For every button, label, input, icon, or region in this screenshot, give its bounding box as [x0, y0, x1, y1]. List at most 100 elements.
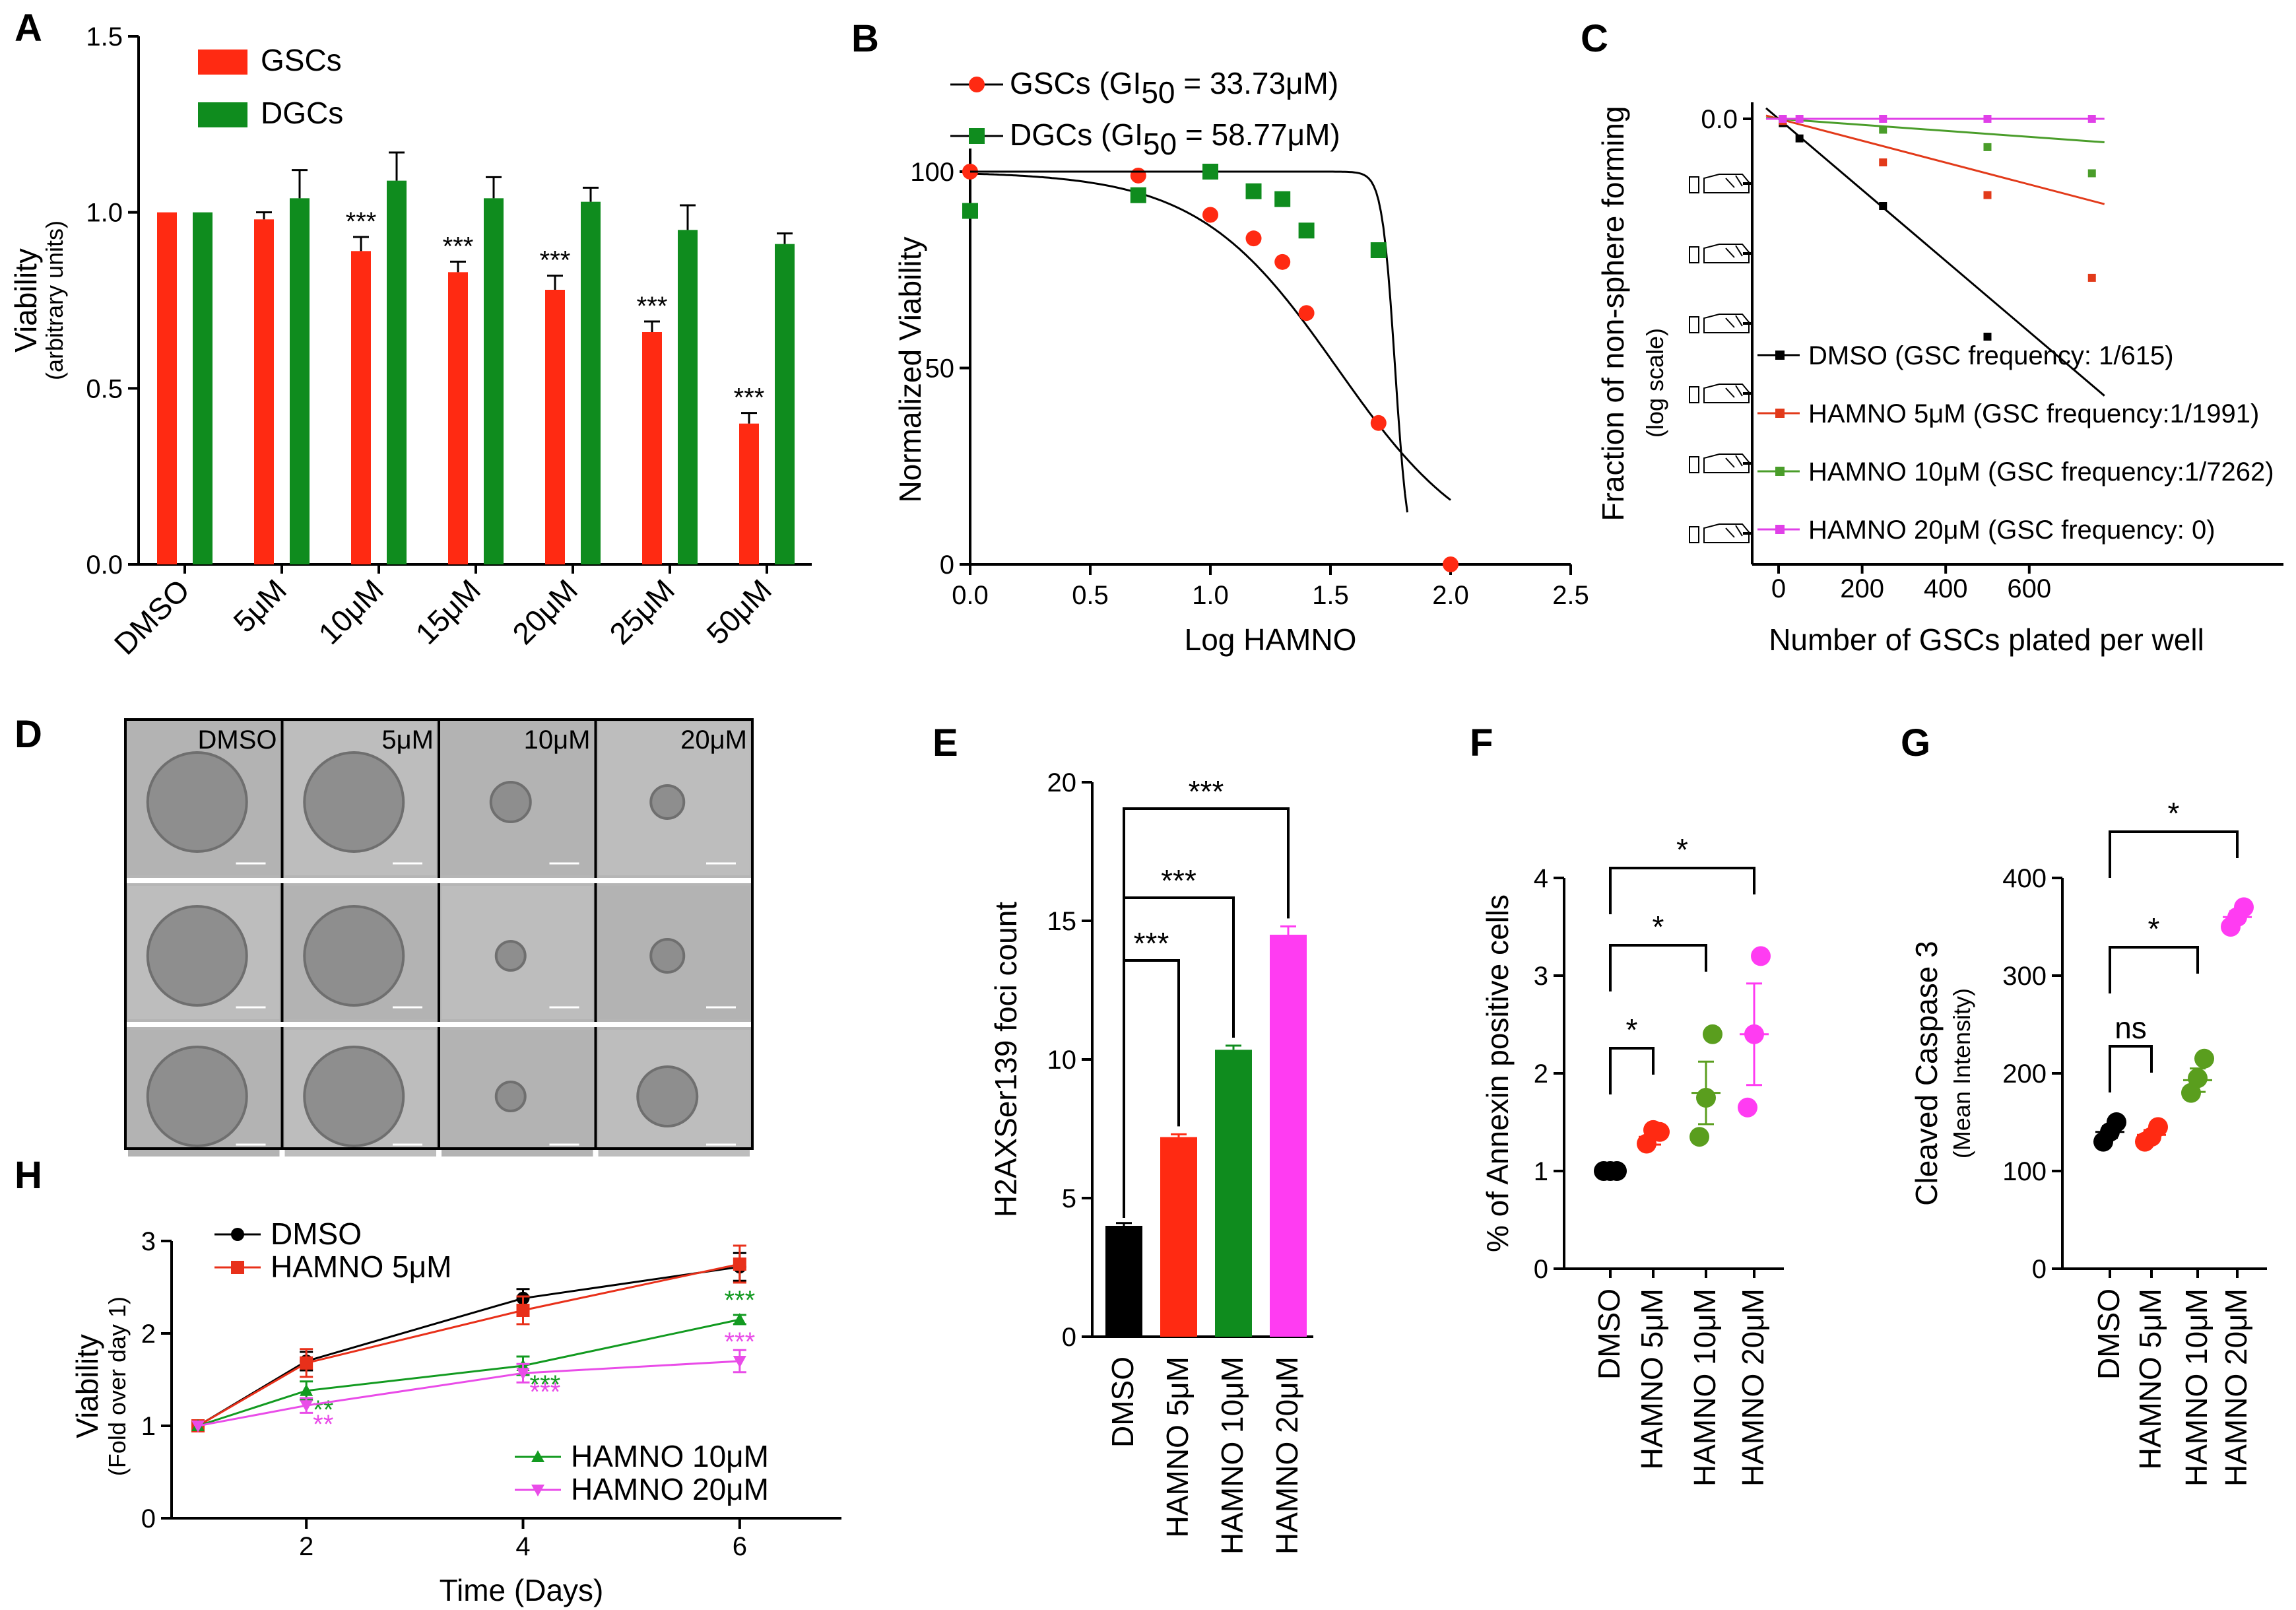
y-tick-label: 20: [1047, 768, 1077, 797]
x-tick-label: DMSO: [1592, 1289, 1626, 1380]
x-axis-label: Log HAMNO: [1185, 622, 1357, 657]
comparison-bracket: [1609, 1047, 1655, 1094]
y-tick-label: 200: [2002, 1059, 2047, 1089]
data-point: [1795, 134, 1804, 143]
data-point: [1983, 143, 1992, 151]
data-point: [1983, 333, 1992, 341]
data-point: [1738, 1097, 1757, 1118]
bar-dgcs: [290, 198, 310, 564]
x-tick-label: HAMNO 10μM: [1688, 1289, 1722, 1487]
data-point: [1443, 556, 1459, 572]
x-tick-label: HAMNO 10μM: [1215, 1357, 1249, 1555]
series-line: [197, 1265, 740, 1427]
garbled-tick-glyph: [1689, 386, 1699, 403]
x-tick-label: 0.5: [1072, 581, 1109, 610]
legend-marker: [1775, 467, 1785, 476]
fit-curve: [970, 170, 1408, 513]
y-axis-sublabel: (Fold over day 1): [104, 1296, 131, 1476]
panel-b-dose-response-chart: 0 50 100 0.0 0.5 1.0 1.5 2.0 2.5 Log HAMNO Normali…: [893, 66, 1589, 657]
micrograph-column-label: DMSO: [198, 725, 277, 755]
sphere-image: [303, 1046, 405, 1147]
x-tick-label: 50μM: [700, 572, 778, 651]
micrograph-column-label: 5μM: [381, 725, 434, 755]
y-axis-sublabel: (arbitrary units): [41, 220, 68, 380]
micrograph-column-label: 10μM: [524, 725, 591, 755]
comparison-bracket: [2109, 1045, 2153, 1092]
micrograph-border: [124, 718, 754, 1150]
data-point: [962, 203, 978, 219]
bar-gscs: [254, 219, 274, 564]
data-point: [1245, 230, 1262, 247]
significance-label: **: [313, 1410, 333, 1439]
significance-label: *: [1626, 1013, 1638, 1047]
y-tick-label: 1.5: [86, 22, 123, 51]
panel-a-viability-bar-chart: 0.0 0.5 1.0 1.5 Viability(arbitrary units) DM…: [9, 22, 812, 661]
data-point: [2087, 273, 2096, 282]
y-tick-label: 0: [1534, 1255, 1548, 1284]
legend-label: HAMNO 10μM: [571, 1439, 769, 1473]
data-point: [191, 1421, 205, 1432]
data-point: [2087, 169, 2096, 178]
data-point: [516, 1368, 530, 1380]
x-axis-label: Number of GSCs plated per well: [1769, 622, 2204, 657]
panel-label-E: E: [933, 721, 958, 764]
data-point: [1879, 158, 1887, 166]
sphere-image: [636, 1065, 699, 1127]
legend-label: DGCs (GI50 = 58.77μM): [1010, 117, 1340, 161]
data-point: [1689, 1127, 1709, 1147]
legend-swatch: [198, 102, 247, 127]
y-tick-label: 100: [2002, 1157, 2047, 1186]
sphere-image: [649, 784, 686, 820]
legend-marker: [1775, 409, 1785, 418]
x-tick-label: HAMNO 10μM: [2179, 1289, 2214, 1487]
panel-g-caspase-dot-plot: 0 100 200 300 400 Cleaved Caspase 3 (Mean Inte…: [1909, 796, 2267, 1487]
y-tick-label: 1.0: [86, 199, 123, 228]
x-tick-label: 0: [1771, 574, 1786, 603]
y-axis-label: % of Annexin positive cells: [1480, 894, 1515, 1252]
significance-label: ***: [540, 246, 571, 275]
significance-label: ***: [346, 207, 377, 236]
sphere-image: [489, 781, 532, 823]
y-tick-label: 2: [141, 1320, 156, 1349]
significance-label: ***: [1134, 926, 1169, 960]
data-point: [300, 1400, 313, 1413]
significance-label: ns: [2115, 1011, 2147, 1045]
significance-label: *: [2148, 912, 2160, 946]
data-point: [1130, 187, 1146, 203]
data-point: [1202, 164, 1218, 180]
panel-h-viability-time-course: 0 1 2 3 2 4 6 Time (Days) Viability (Fold over da…: [70, 1217, 841, 1607]
garbled-tick-glyph: [1703, 453, 1750, 473]
x-tick-label: 1.5: [1312, 581, 1349, 610]
sphere-image: [494, 940, 527, 972]
x-tick-label: HAMNO 20μM: [2219, 1289, 2253, 1487]
y-tick-label: 15: [1047, 907, 1077, 936]
bar-dgcs: [387, 180, 407, 565]
garbled-tick-glyph: [1703, 384, 1750, 403]
panel-label-A: A: [15, 7, 42, 50]
garbled-tick-glyph: [1689, 456, 1699, 473]
legend-marker: [231, 1228, 244, 1241]
data-point: [1298, 222, 1315, 239]
sphere-image: [146, 905, 248, 1007]
x-tick-label: 4: [515, 1532, 530, 1561]
significance-label: ***: [1189, 774, 1224, 809]
sphere-image: [146, 1046, 248, 1147]
y-tick-label: 3: [141, 1227, 156, 1256]
significance-label: *: [2168, 796, 2180, 830]
data-point: [733, 1313, 746, 1325]
y-tick-label: 0.0: [86, 551, 123, 580]
sphere-image: [649, 938, 686, 974]
y-tick-label: 0: [1062, 1323, 1076, 1352]
y-tick-label: 4: [1534, 864, 1548, 893]
x-tick-label: 20μM: [506, 572, 584, 651]
sphere-image: [303, 751, 405, 853]
y-axis-label: H2AXSer139 foci count: [989, 902, 1023, 1217]
legend-label: HAMNO 5μM: [271, 1250, 451, 1284]
y-tick-label: 0: [2032, 1255, 2047, 1284]
x-tick-label: 2.5: [1552, 581, 1589, 610]
legend-label: HAMNO 5μM (GSC frequency:1/1991): [1808, 399, 2259, 428]
y-tick-label: 2: [1534, 1059, 1548, 1089]
y-axis-label: Normalized Viability: [893, 236, 927, 502]
series-line: [197, 1263, 740, 1427]
legend-marker: [531, 1485, 544, 1496]
